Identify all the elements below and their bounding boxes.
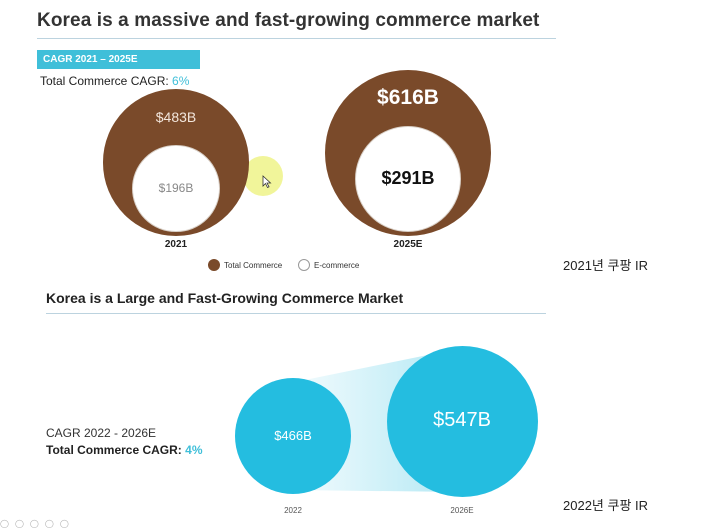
- label-total-2021: $483B: [155, 109, 197, 126]
- x-label-2025E: 2025E: [393, 239, 423, 250]
- title-divider: [46, 313, 546, 314]
- bubble-ecommerce-2021: [132, 144, 220, 232]
- cagr-summary: Total Commerce CAGR: 4%: [46, 443, 202, 457]
- x-label-2021: 2021: [164, 239, 188, 250]
- legend-label-total: Total Commerce: [224, 261, 283, 270]
- source-note-2021: 2021년 쿠팡 IR: [563, 258, 649, 273]
- cagr-label: Total Commerce CAGR:: [40, 74, 173, 88]
- label-ecommerce-2021: $196B: [158, 181, 194, 196]
- label-total-2025E: $616B: [377, 86, 439, 110]
- slide1-title: Korea is a massive and fast-growing comm…: [37, 10, 540, 31]
- cagr-summary: Total Commerce CAGR: 6%: [40, 74, 189, 88]
- cagr-value: 4%: [185, 443, 203, 457]
- label-total-2022: $466B: [274, 428, 312, 444]
- x-label-2026E: 2026E: [450, 506, 474, 515]
- cagr-label: Total Commerce CAGR:: [46, 443, 186, 457]
- bubble-ecommerce-2025E: [354, 125, 462, 232]
- slide2-title: Korea is a Large and Fast-Growing Commer…: [46, 290, 404, 306]
- x-label-2022: 2022: [284, 506, 302, 515]
- cagr-badge: CAGR 2021 – 2025E: [37, 50, 200, 69]
- source-note-2022: 2022년 쿠팡 IR: [563, 498, 649, 513]
- legend-swatch-total: [208, 259, 220, 271]
- legend-swatch-ecommerce: [298, 259, 310, 271]
- bubble-total-2026E: [386, 345, 538, 497]
- label-total-2026E: $547B: [433, 409, 491, 431]
- title-divider: [37, 38, 556, 39]
- cagr-value: 6%: [172, 74, 190, 88]
- mouse-pointer-icon: [262, 175, 272, 189]
- presentation-controls[interactable]: ◯◯◯◯◯: [0, 519, 75, 528]
- label-ecommerce-2025E: $291B: [381, 168, 435, 189]
- bubble-total-2022: [235, 378, 351, 494]
- cagr-period: CAGR 2022 - 2026E: [46, 426, 157, 440]
- legend-label-ecommerce: E-commerce: [314, 261, 360, 270]
